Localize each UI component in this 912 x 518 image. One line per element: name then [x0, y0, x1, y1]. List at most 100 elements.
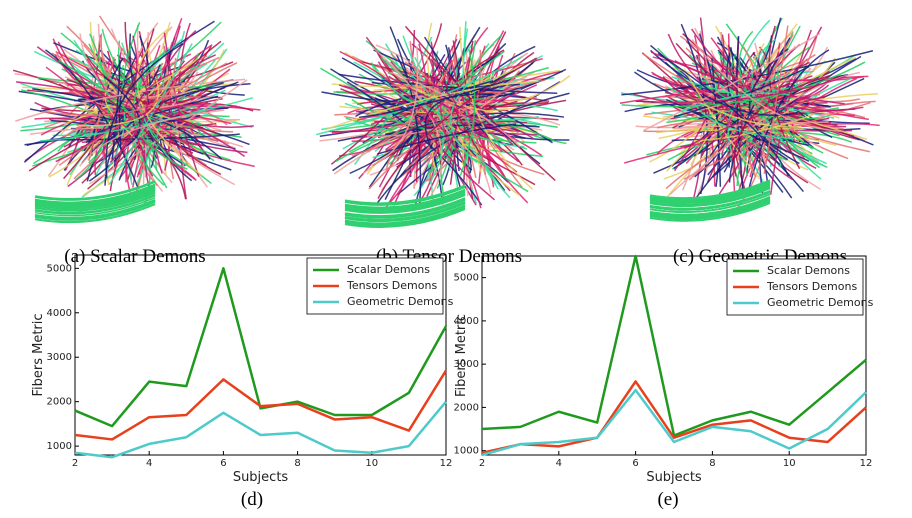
- fiber: [105, 43, 184, 179]
- fiber: [100, 33, 234, 133]
- fiber: [747, 49, 830, 190]
- fiber: [649, 193, 771, 213]
- y-tick-label: 2000: [47, 397, 72, 408]
- fiber: [74, 33, 110, 181]
- x-axis-label: Subjects: [646, 470, 702, 485]
- fiber: [39, 97, 254, 142]
- panel-caption: (a) Scalar Demons: [64, 246, 205, 267]
- y-tick-label: 1000: [47, 441, 72, 452]
- fiber: [692, 72, 765, 160]
- fiber: [34, 196, 156, 217]
- fiber: [459, 26, 534, 190]
- fiber: [405, 78, 459, 159]
- series-line: [481, 388, 867, 457]
- fiber: [358, 55, 523, 125]
- fiber: [389, 43, 429, 203]
- fiber: [34, 188, 156, 209]
- fiber: [696, 100, 802, 128]
- fiber: [34, 201, 156, 221]
- fiber: [85, 64, 161, 144]
- chart-caption: (e): [657, 489, 678, 510]
- fiber: [683, 68, 761, 180]
- fiber: [15, 78, 246, 122]
- fiber: [344, 184, 466, 204]
- fiber: [21, 89, 212, 185]
- fiber: [662, 75, 840, 107]
- fiber: [74, 77, 169, 154]
- x-tick-label: 12: [440, 458, 453, 469]
- fiber: [636, 75, 846, 104]
- fiber: [649, 186, 771, 206]
- fiber: [344, 192, 466, 212]
- fiber: [649, 184, 771, 204]
- legend-label: Tensors Demons: [346, 279, 437, 292]
- fiber: [344, 189, 466, 209]
- y-tick-label: 3000: [47, 352, 72, 363]
- fiber: [344, 193, 466, 214]
- fiber: [388, 75, 509, 136]
- fiber: [707, 59, 821, 109]
- x-tick-label: 10: [365, 458, 378, 469]
- plot-area: [74, 254, 447, 456]
- fiber: [649, 197, 771, 218]
- x-tick-label: 8: [709, 458, 715, 469]
- fiber: [649, 186, 771, 207]
- fiber: [649, 187, 771, 208]
- fiber: [108, 43, 193, 185]
- fiber: [763, 25, 789, 174]
- fiber: [649, 200, 771, 220]
- fiber: [344, 207, 466, 228]
- x-tick-label: 8: [294, 458, 300, 469]
- fiber: [102, 102, 211, 156]
- fiber: [34, 200, 156, 220]
- fiber: [351, 98, 537, 144]
- fiber: [691, 38, 845, 133]
- fiber: [671, 76, 835, 119]
- fiber: [45, 66, 197, 182]
- y-tick-label: 3000: [454, 359, 479, 370]
- y-tick-label: 4000: [47, 308, 72, 319]
- fiber: [58, 59, 158, 170]
- x-tick-label: 12: [860, 458, 873, 469]
- fiber: [335, 120, 555, 162]
- fiber: [368, 79, 546, 190]
- series-line: [74, 267, 448, 428]
- fiber: [649, 179, 771, 199]
- fiber: [673, 65, 810, 118]
- fiber: [344, 205, 466, 225]
- fiber: [373, 83, 508, 92]
- fiber: [377, 57, 538, 199]
- y-tick-label: 2000: [454, 402, 479, 413]
- fiber: [459, 49, 476, 176]
- y-tick-label: 5000: [47, 263, 72, 274]
- fiber: [404, 25, 556, 181]
- y-tick-label: 5000: [454, 273, 479, 284]
- fiber: [371, 46, 419, 167]
- x-tick-label: 4: [146, 458, 152, 469]
- fiber: [103, 75, 141, 147]
- fiber: [45, 49, 139, 188]
- fiber: [34, 186, 156, 206]
- fiber: [34, 185, 156, 205]
- fiber: [34, 181, 156, 201]
- series-line: [74, 400, 447, 459]
- x-tick-label: 4: [556, 458, 562, 469]
- legend-label: Geometric Demons: [347, 295, 454, 308]
- fiber: [674, 59, 845, 105]
- fiber: [649, 183, 771, 203]
- fiber: [344, 202, 466, 222]
- x-tick-label: 2: [72, 458, 78, 469]
- fiber: [358, 79, 510, 119]
- fiber: [88, 56, 115, 162]
- fiber: [344, 194, 466, 214]
- fiber: [740, 70, 779, 151]
- fiber: [738, 30, 820, 169]
- legend-label: Geometric Demons: [767, 296, 874, 309]
- fiber: [34, 191, 156, 212]
- fiber-images: [12, 15, 880, 228]
- fiber: [621, 61, 866, 108]
- fiber: [649, 191, 771, 211]
- fiber: [34, 203, 156, 224]
